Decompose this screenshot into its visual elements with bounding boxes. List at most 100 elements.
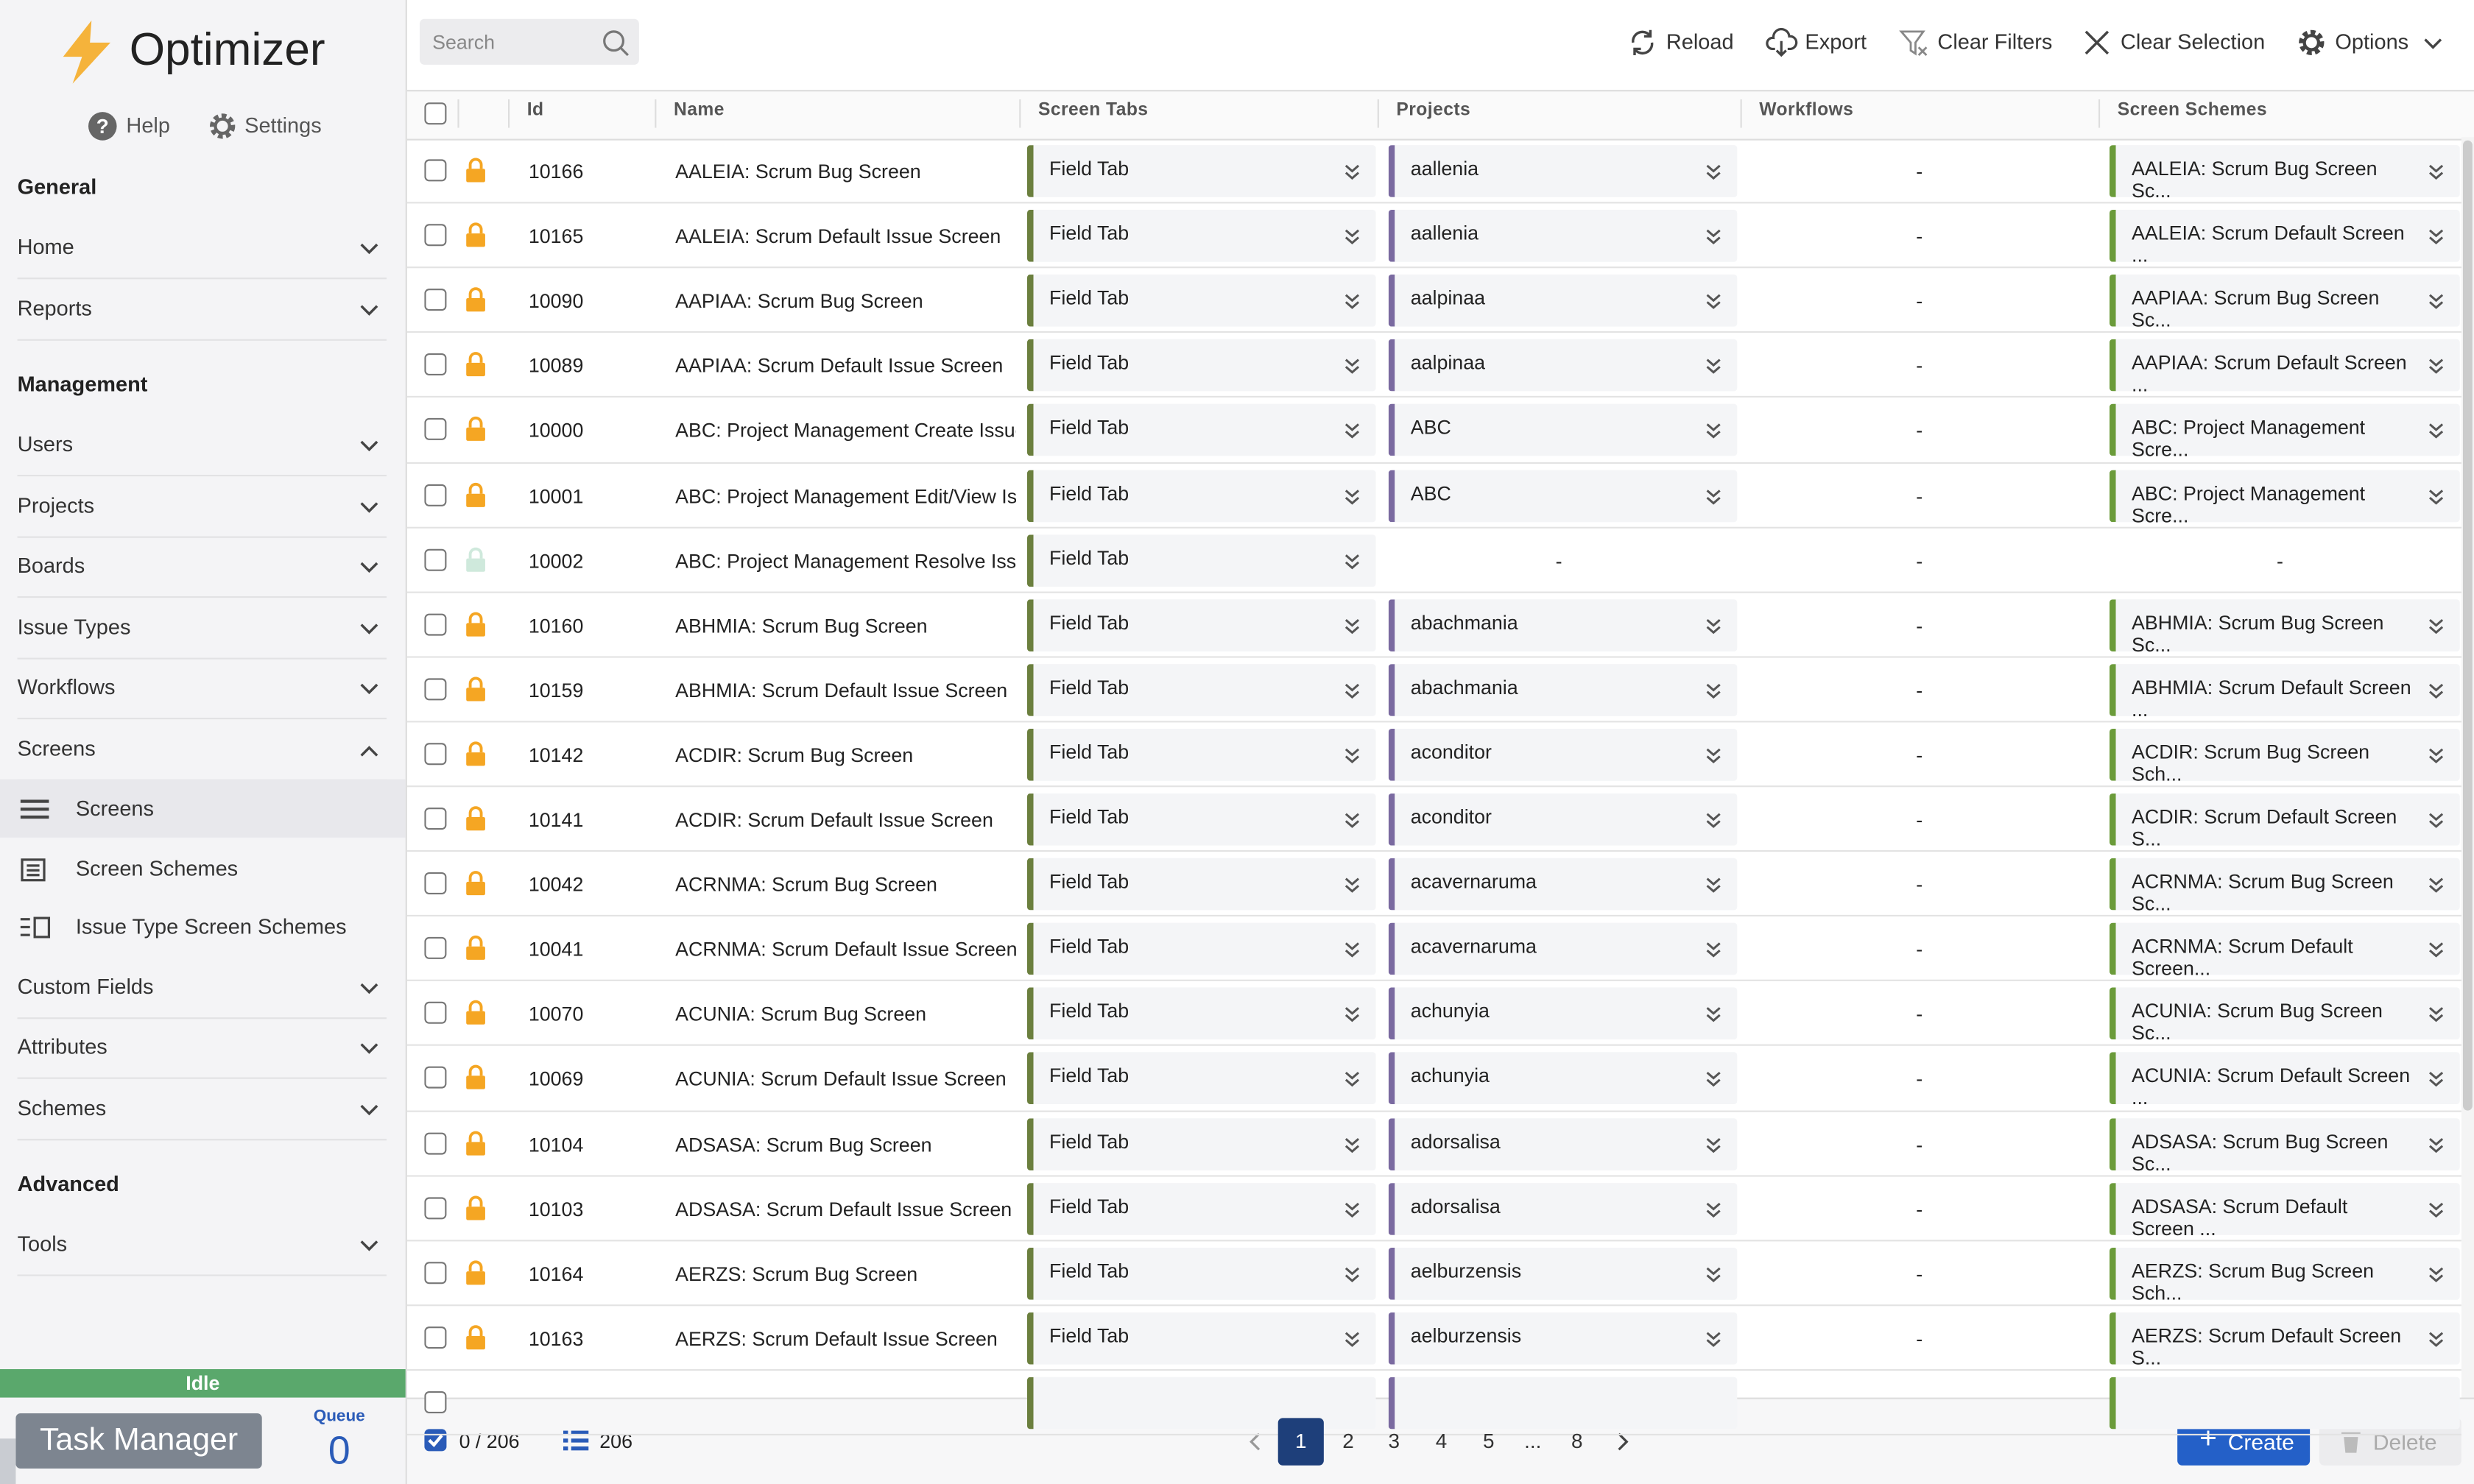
dropdown[interactable]: AALEIA: Scrum Default Screen ... [2110, 210, 2460, 266]
dropdown-chevron[interactable] [1705, 358, 1721, 375]
nav-item[interactable]: Boards [17, 554, 85, 578]
dropdown[interactable]: ABC: Project Management Scre... [2110, 469, 2460, 526]
dropdown-chevron[interactable] [1345, 1007, 1360, 1023]
dropdown-chevron[interactable] [1705, 618, 1721, 634]
dropdown-chevron[interactable] [1705, 1072, 1721, 1088]
dropdown[interactable]: aelburzensis [1388, 1247, 1738, 1300]
dropdown-chevron[interactable] [1705, 294, 1721, 310]
page-button[interactable]: 5 [1483, 1429, 1495, 1453]
row-checkbox[interactable] [424, 743, 447, 766]
dropdown[interactable]: ACUNIA: Scrum Bug Screen Sc... [2110, 988, 2460, 1045]
row-checkbox[interactable] [424, 1131, 447, 1154]
dropdown-chevron[interactable] [2428, 164, 2444, 180]
page-button[interactable]: 8 [1571, 1429, 1583, 1453]
dropdown-chevron[interactable] [1345, 1137, 1360, 1153]
nav-item[interactable]: Reports [17, 295, 92, 319]
dropdown-chevron[interactable] [1345, 423, 1360, 439]
dropdown[interactable]: adorsalisa [1388, 1182, 1738, 1234]
dropdown-chevron[interactable] [1705, 1137, 1721, 1153]
nav-item[interactable]: Screens [17, 735, 96, 760]
row-checkbox[interactable] [424, 937, 447, 960]
search-box[interactable]: Search [420, 18, 639, 65]
dropdown[interactable]: Field Tab [1027, 404, 1376, 457]
task-manager-button[interactable]: Task Manager [15, 1413, 262, 1469]
toolbar-button[interactable]: Reload [1666, 29, 1734, 54]
row-checkbox[interactable] [424, 1002, 447, 1025]
row-checkbox[interactable] [424, 1326, 447, 1349]
dropdown[interactable]: ABHMIA: Scrum Bug Screen Sc... [2110, 598, 2460, 656]
nav-item[interactable]: Issue Types [17, 614, 131, 638]
dropdown-chevron[interactable] [1345, 294, 1360, 310]
dropdown[interactable]: Field Tab [1027, 988, 1376, 1040]
dropdown-chevron[interactable] [1345, 488, 1360, 504]
page-button[interactable]: 1 [1277, 1418, 1324, 1466]
page-button[interactable]: 2 [1342, 1429, 1354, 1453]
dropdown[interactable]: ABC [1388, 469, 1738, 522]
selection-checkbox[interactable] [424, 1429, 447, 1452]
dropdown[interactable]: ACUNIA: Scrum Default Screen ... [2110, 1053, 2460, 1109]
dropdown[interactable]: AAPIAA: Scrum Default Screen ... [2110, 339, 2460, 396]
dropdown-chevron[interactable] [2428, 877, 2444, 893]
nav-item[interactable]: Attributes [17, 1034, 108, 1059]
dropdown[interactable]: Field Tab [1027, 858, 1376, 911]
row-checkbox[interactable] [424, 1067, 447, 1089]
dropdown-chevron[interactable] [2428, 294, 2444, 310]
dropdown-chevron[interactable] [1705, 164, 1721, 180]
dropdown-chevron[interactable] [2428, 1266, 2444, 1282]
dropdown-chevron[interactable] [2428, 1201, 2444, 1218]
dropdown-chevron[interactable] [1345, 358, 1360, 375]
dropdown-chevron[interactable] [1345, 813, 1360, 828]
dropdown-chevron[interactable] [1345, 1072, 1360, 1088]
nav-sub-item[interactable]: Screens [75, 796, 154, 821]
toolbar-button[interactable]: Clear Selection [2121, 29, 2266, 54]
dropdown-chevron[interactable] [1345, 747, 1360, 763]
nav-item[interactable]: Tools [17, 1232, 68, 1256]
dropdown[interactable]: achunyia [1388, 1053, 1738, 1105]
settings-link[interactable]: Settings [244, 113, 322, 138]
dropdown-chevron[interactable] [1345, 1331, 1360, 1347]
dropdown[interactable]: ACRNMA: Scrum Bug Screen Sc... [2110, 858, 2460, 915]
dropdown[interactable]: ACDIR: Scrum Default Screen S... [2110, 793, 2460, 850]
row-checkbox[interactable] [424, 224, 447, 247]
dropdown[interactable]: ACDIR: Scrum Bug Screen Sch... [2110, 728, 2460, 785]
dropdown[interactable]: AAPIAA: Scrum Bug Screen Sc... [2110, 275, 2460, 331]
row-checkbox[interactable] [424, 418, 447, 441]
dropdown[interactable]: aelburzensis [1388, 1312, 1738, 1365]
row-checkbox[interactable] [424, 612, 447, 635]
dropdown[interactable]: ACRNMA: Scrum Default Screen... [2110, 922, 2460, 980]
dropdown-chevron[interactable] [1705, 942, 1721, 958]
dropdown[interactable]: Field Tab [1027, 728, 1376, 781]
dropdown[interactable]: ABHMIA: Scrum Default Screen ... [2110, 663, 2460, 721]
dropdown[interactable]: abachmania [1388, 598, 1738, 651]
dropdown[interactable]: acavernaruma [1388, 922, 1738, 975]
dropdown[interactable]: ABC [1388, 404, 1738, 457]
dropdown[interactable]: Field Tab [1027, 210, 1376, 262]
dropdown-chevron[interactable] [1345, 682, 1360, 699]
dropdown[interactable]: ADSASA: Scrum Bug Screen Sc... [2110, 1117, 2460, 1174]
row-checkbox[interactable] [424, 483, 447, 506]
row-checkbox[interactable] [424, 677, 447, 700]
row-checkbox[interactable] [424, 289, 447, 311]
toolbar-button[interactable]: Clear Filters [1937, 29, 2053, 54]
nav-item[interactable]: Workflows [17, 675, 116, 699]
dropdown[interactable]: aconditor [1388, 793, 1738, 846]
dropdown-chevron[interactable] [1705, 1201, 1721, 1218]
dropdown[interactable]: abachmania [1388, 663, 1738, 716]
dropdown[interactable]: acavernaruma [1388, 858, 1738, 911]
dropdown-chevron[interactable] [1345, 877, 1360, 893]
dropdown-chevron[interactable] [1705, 813, 1721, 828]
row-checkbox[interactable] [424, 548, 447, 570]
nav-sub-item[interactable]: Screen Schemes [75, 855, 239, 880]
dropdown-chevron[interactable] [2428, 942, 2444, 958]
row-checkbox[interactable] [424, 808, 447, 830]
dropdown-chevron[interactable] [1705, 747, 1721, 763]
page-button[interactable]: ... [1524, 1429, 1542, 1453]
help-link[interactable]: Help [126, 113, 170, 138]
dropdown-chevron[interactable] [2428, 488, 2444, 504]
dropdown-chevron[interactable] [2428, 747, 2444, 763]
dropdown[interactable]: aconditor [1388, 728, 1738, 781]
nav-item[interactable]: Custom Fields [17, 974, 154, 998]
collapse-handle[interactable] [0, 1438, 16, 1484]
dropdown-chevron[interactable] [2428, 358, 2444, 375]
dropdown[interactable]: Field Tab [1027, 1312, 1376, 1365]
